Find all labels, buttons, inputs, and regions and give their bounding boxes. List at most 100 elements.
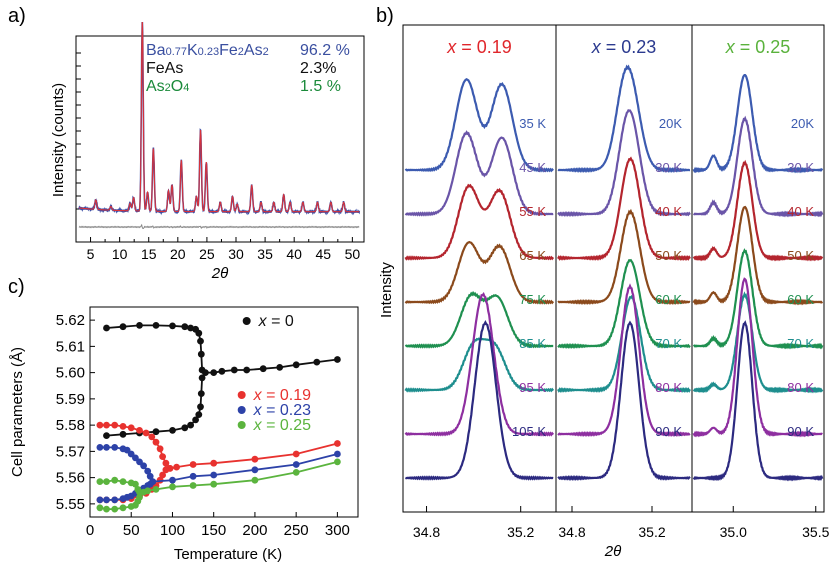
panel-b-curve [557,156,691,261]
panel-c-xtick-label: 250 [284,522,309,539]
panel-b-temp-label: 90 K [787,424,814,439]
panel-b-curve [557,320,691,481]
panel-c-ytick-label: 5.59 [56,391,85,408]
data-point [136,493,143,501]
data-point [189,472,197,480]
legend-entry-2: x = 0.23 [253,402,311,419]
panel-b-curve [692,277,823,438]
panel-b-xtick-label: 34.8 [413,524,440,540]
panel-b-temp-label: 40 K [655,204,682,219]
data-point [152,322,160,329]
legend-phase-2: As2O4 [146,78,189,95]
panel-c: 0 50 100 150 200 250 300 5.55 5.56 5.57 5.58 5.59 5.… [9,306,359,563]
panel-b-temp-label: 70 K [655,336,682,351]
panel-c-ylabel: Cell parameters (Å) [9,347,26,477]
panel-b-xtick-label: 35.2 [638,524,665,540]
panel-b-curve [404,337,555,393]
data-point [169,322,176,330]
panel-c-ytick-label: 5.57 [56,443,85,460]
panel-b-curve [557,283,691,437]
data-point [169,427,176,434]
panel-b-curve [405,319,554,481]
data-point [152,486,160,493]
panel-b-label: b) [376,5,394,27]
data-point [173,463,181,471]
panel-b-curve [404,130,554,217]
panel-b-xtick-label: 35.0 [720,524,747,540]
data-point [96,421,104,429]
panel-b-composition-2: x = 0.25 [725,37,791,57]
panel-c-ytick-label: 5.61 [56,338,85,355]
data-point [119,423,127,430]
legend-marker [237,391,246,399]
panel-b-temp-label: 30 K [655,160,682,175]
panel-b-curve [692,291,824,394]
panel-b-temp-label: 65 K [519,248,546,263]
panel-c-ytick-label: 5.58 [56,417,85,434]
data-point [181,424,189,432]
panel-b-temp-label: 30 K [787,160,814,175]
panel-b-temp-label: 20K [659,116,682,131]
data-point [210,480,218,488]
data-point [103,421,110,429]
panel-a-ylabel: Intensity (counts) [50,83,67,197]
panel-b-curve [404,290,554,349]
data-point [292,450,300,458]
data-point [111,476,119,484]
data-point [148,433,156,441]
panel-b-temp-label: 75 K [519,292,546,307]
data-point [111,505,119,513]
data-point [119,478,127,485]
panel-a-xtick-label: 35 [257,246,273,262]
panel-c-xtick-label: 300 [325,522,350,539]
panel-b-curve [557,208,691,305]
panel-b-temp-label: 20K [791,116,814,131]
data-point [181,323,189,331]
data-point [103,505,110,513]
legend-fraction-2: 1.5 % [300,78,341,95]
data-point [197,390,205,397]
panel-b-xtick-label: 35.5 [802,524,829,540]
data-point [136,427,143,434]
panel-b-curve [692,115,824,218]
data-point [251,455,259,463]
legend-phase-1: FeAs [146,60,183,77]
panel-a-xtick-label: 25 [199,246,215,262]
panel-c-frame [89,306,359,518]
data-point [210,459,218,467]
panel-b-temp-label: 50 K [655,248,682,263]
data-point [198,374,206,382]
data-point [119,323,127,331]
data-point [169,476,176,484]
data-point [136,322,143,329]
panel-b-curve [692,248,824,350]
panel-b-curve [557,109,691,217]
data-point [103,496,110,504]
panel-c-xtick-label: 50 [123,522,140,539]
legend-fraction-0: 96.2 % [300,42,350,59]
legend-entry-1: x = 0.19 [253,387,311,404]
panel-b-temp-label: 90 K [655,424,682,439]
panel-a-xtick-label: 15 [141,246,157,262]
panel-c-xtick-label: 100 [160,522,185,539]
panel-b-xtick-label: 34.8 [558,524,585,540]
data-point [119,504,127,512]
panel-c-xtick-label: 0 [86,522,94,539]
data-point [144,467,152,475]
data-point [156,445,164,453]
data-point [111,496,119,504]
data-point [187,421,195,429]
panel-b-curve [692,205,824,306]
data-point [276,364,284,371]
data-point [189,482,197,489]
data-point [195,329,203,337]
data-point [96,504,104,512]
data-point [334,440,341,447]
data-point [292,361,300,369]
data-point [230,366,238,374]
data-point [103,432,110,439]
data-point [159,471,167,479]
panel-a-xlabel: 2θ [211,265,228,282]
panel-b-temp-label: 80 K [655,380,682,395]
